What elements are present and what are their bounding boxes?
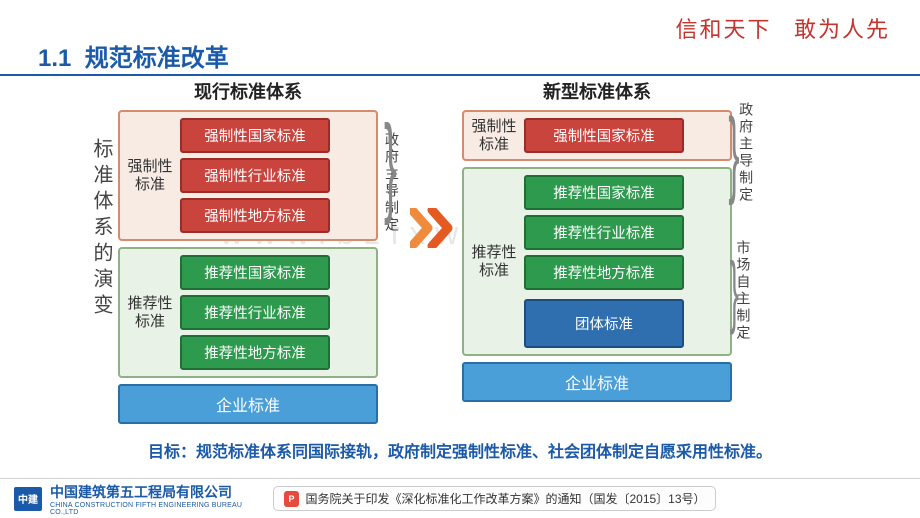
panel-label: 强制性标准: [470, 118, 518, 153]
slogan-part1: 信和天下: [675, 17, 771, 42]
heading-number: 1.1: [38, 45, 71, 72]
standard-chip: 推荐性地方标准: [524, 255, 684, 290]
panel-label: 推荐性标准: [470, 244, 518, 279]
enterprise-standard: 企业标准: [118, 384, 378, 424]
standard-chip: 推荐性国家标准: [180, 255, 330, 290]
panel-label: 强制性标准: [126, 158, 174, 193]
right-side-note-col: } 政府主导制定 } 市场自主制定: [732, 102, 760, 342]
standard-panel: 强制性标准 强制性国家标准强制性行业标准强制性地方标准: [118, 110, 378, 241]
standard-chip: 强制性国家标准: [524, 118, 684, 153]
brace-icon: }: [729, 257, 738, 325]
goal-label: 目标：: [148, 444, 196, 461]
current-system-column: 现行标准体系 强制性标准 强制性国家标准强制性行业标准强制性地方标准 推荐性标准…: [118, 78, 378, 424]
standard-chip: 推荐性地方标准: [180, 335, 330, 370]
brace-icon: }: [384, 118, 397, 212]
reference-doc-text: 国务院关于印发《深化标准化工作改革方案》的通知（国发〔2015〕13号）: [305, 490, 705, 507]
slogan: 信和天下 敢为人先: [675, 12, 890, 44]
heading-underline: [0, 74, 920, 76]
company-name-en: CHINA CONSTRUCTION FIFTH ENGINEERING BUR…: [50, 502, 273, 516]
new-system-column: 新型标准体系 强制性标准 强制性国家标准 推荐性标准 推荐性国家标准推荐性行业标…: [462, 78, 732, 402]
goal-text: 规范标准体系同国际接轨，政府制定强制性标准、社会团体制定自愿采用性标准。: [196, 444, 772, 461]
footer: 中建 中国建筑第五工程局有限公司 CHINA CONSTRUCTION FIFT…: [0, 478, 920, 518]
section-heading: 1.1 规范标准改革: [38, 38, 229, 73]
diagram: 标准体系的演变 现行标准体系 强制性标准 强制性国家标准强制性行业标准强制性地方…: [90, 78, 760, 424]
goal-statement: 目标：规范标准体系同国际接轨，政府制定强制性标准、社会团体制定自愿采用性标准。: [0, 438, 920, 462]
standard-chip: 强制性国家标准: [180, 118, 330, 153]
brace-icon: }: [728, 112, 739, 194]
slogan-part2: 敢为人先: [794, 17, 890, 42]
new-system-title: 新型标准体系: [543, 78, 651, 104]
heading-title: 规范标准改革: [85, 45, 229, 72]
company-block: 中国建筑第五工程局有限公司 CHINA CONSTRUCTION FIFTH E…: [50, 482, 273, 516]
reference-doc-pill: P 国务院关于印发《深化标准化工作改革方案》的通知（国发〔2015〕13号）: [273, 486, 717, 511]
enterprise-standard: 企业标准: [462, 362, 732, 402]
standard-chip: 强制性行业标准: [180, 158, 330, 193]
diagram-left-caption: 标准体系的演变: [90, 138, 116, 320]
company-logo-icon: 中建: [14, 487, 42, 511]
current-system-title: 现行标准体系: [194, 78, 302, 104]
chip-stack: 推荐性国家标准推荐性行业标准推荐性地方标准: [180, 255, 330, 370]
standard-chip: 推荐性行业标准: [180, 295, 330, 330]
company-name-cn: 中国建筑第五工程局有限公司: [50, 482, 273, 502]
transition-arrow: [406, 78, 462, 248]
standard-panel: 强制性标准 强制性国家标准: [462, 110, 732, 161]
chevron-arrow-icon: [410, 208, 458, 248]
panel-label: 推荐性标准: [126, 295, 174, 330]
left-side-note-col: } 政府主导制定: [378, 118, 406, 234]
standard-chip: 推荐性行业标准: [524, 215, 684, 250]
pdf-icon: P: [284, 491, 300, 507]
standard-panel: 推荐性标准 推荐性国家标准推荐性行业标准推荐性地方标准: [118, 247, 378, 378]
chip-stack: 推荐性国家标准推荐性行业标准推荐性地方标准团体标准: [524, 175, 684, 348]
standard-chip: 强制性地方标准: [180, 198, 330, 233]
chip-stack: 强制性国家标准: [524, 118, 684, 153]
standard-chip: 推荐性国家标准: [524, 175, 684, 210]
standard-chip: 团体标准: [524, 299, 684, 348]
chip-stack: 强制性国家标准强制性行业标准强制性地方标准: [180, 118, 330, 233]
standard-panel: 推荐性标准 推荐性国家标准推荐性行业标准推荐性地方标准团体标准: [462, 167, 732, 356]
